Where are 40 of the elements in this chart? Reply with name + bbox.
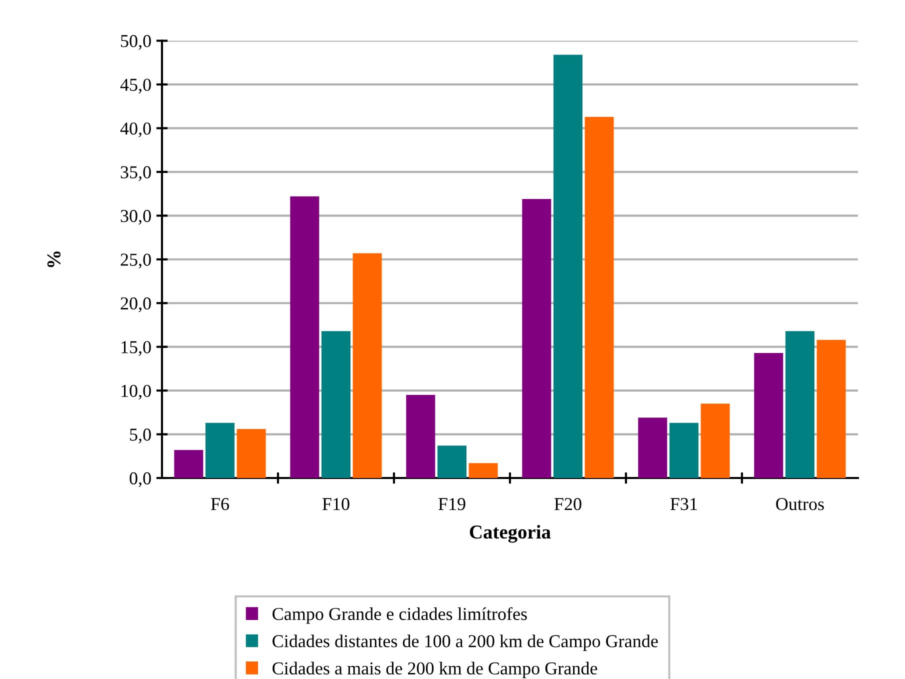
bar (468, 463, 498, 478)
y-tick-label: 40,0 (120, 122, 151, 138)
y-tick-label: 35,0 (120, 166, 151, 181)
y-axis-title: % (47, 251, 61, 268)
bar (321, 331, 350, 478)
y-tick-label: 5,0 (130, 428, 151, 444)
y-tick-label: 0,0 (130, 472, 151, 488)
bar (437, 446, 466, 478)
x-tick-label: F20 (554, 498, 582, 510)
bar (785, 331, 814, 478)
y-tick-label: 25,0 (120, 254, 151, 268)
bar (205, 422, 234, 478)
bar (352, 253, 382, 478)
x-tick-label: F6 (210, 498, 229, 510)
x-tick-label: F19 (438, 498, 466, 510)
x-axis-title: Categoria (470, 524, 551, 543)
bar (754, 352, 784, 478)
x-tick-label: Outros (776, 498, 824, 510)
bar (638, 418, 668, 478)
bar (700, 404, 730, 478)
y-tick-label: 15,0 (122, 341, 151, 356)
legend-label: Cidades a mais de 200 km de Campo Grande (272, 662, 598, 678)
bar (553, 54, 582, 478)
bar (174, 450, 204, 478)
x-tick-label: F10 (322, 498, 350, 510)
legend-label: Campo Grande e cidades limítrofes (272, 607, 527, 624)
bar (669, 422, 698, 478)
bar (406, 394, 436, 478)
legend-label: Cidades distantes de 100 a 200 km de Campo Grande (272, 634, 658, 651)
bar (290, 196, 320, 478)
bar (584, 116, 614, 478)
x-tick-label: F31 (670, 498, 697, 510)
bar (522, 199, 552, 478)
bar (236, 429, 266, 478)
y-tick-label: 20,0 (120, 297, 151, 312)
y-tick-label: 30,0 (120, 210, 151, 225)
y-tick-label: 45,0 (120, 78, 151, 94)
y-tick-label: 10,0 (122, 384, 151, 400)
y-tick-label: 50,0 (121, 34, 151, 50)
bar (816, 340, 846, 478)
